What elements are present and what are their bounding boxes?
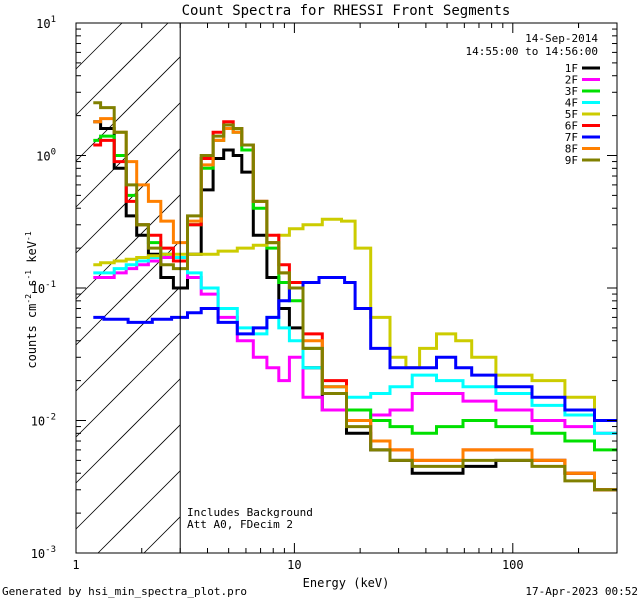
- attenuator-hatch-region: [75, 22, 181, 554]
- hatch-line: [75, 56, 181, 162]
- hatch-line: [97, 470, 181, 554]
- hatch-line: [75, 378, 181, 484]
- y-tick-label: 100: [36, 148, 56, 164]
- series-line-5F: [93, 217, 617, 422]
- legend-label-7F: 7F: [565, 131, 578, 144]
- x-tick-label: 10: [287, 558, 301, 572]
- chart-title: Count Spectra for RHESSI Front Segments: [182, 3, 511, 19]
- x-tick-label: 100: [502, 558, 524, 572]
- x-tick-label: 1: [72, 558, 79, 572]
- hatch-line: [75, 194, 181, 300]
- y-tick-label: 10-2: [31, 413, 56, 429]
- series-layer: [93, 101, 617, 492]
- hatch-line: [75, 286, 181, 392]
- axis-ticks: 1 10 100 10-3 10-2 10-1 100 101: [31, 15, 618, 572]
- legend-label-5F: 5F: [565, 108, 578, 121]
- legend-label-2F: 2F: [565, 74, 578, 87]
- series-line-7F: [93, 276, 617, 422]
- y-label-exp: -1: [24, 270, 33, 280]
- y-label-exp: -1: [24, 231, 33, 241]
- hatch-line: [75, 22, 169, 116]
- annotation-background: Includes Background: [187, 506, 313, 519]
- hatch-line: [75, 102, 181, 208]
- legend-label-6F: 6F: [565, 120, 578, 133]
- footer-generated-by: Generated by hsi_min_spectra_plot.pro: [2, 585, 248, 598]
- hatch-line: [75, 332, 181, 438]
- legend-label-1F: 1F: [565, 62, 578, 75]
- x-axis-label: Energy (keV): [303, 576, 390, 590]
- date-label: 14-Sep-2014: [525, 32, 598, 45]
- hatch-line: [143, 516, 181, 554]
- y-tick-label: 101: [36, 15, 56, 31]
- legend-label-4F: 4F: [565, 97, 578, 110]
- y-axis-label: counts cm-2 s-1 keV-1: [24, 231, 39, 368]
- y-label-part: keV: [25, 241, 39, 270]
- legend-label-3F: 3F: [565, 85, 578, 98]
- hatch-line: [75, 424, 181, 530]
- footer-timestamp: 17-Apr-2023 00:52: [525, 585, 638, 598]
- y-tick-label: 10-3: [31, 545, 56, 561]
- legend-label-9F: 9F: [565, 154, 578, 167]
- hatch-line: [75, 22, 123, 70]
- time-range-label: 14:55:00 to 14:56:00: [466, 45, 598, 58]
- y-label-part: s: [25, 280, 39, 294]
- legend-label-8F: 8F: [565, 143, 578, 156]
- plot-frame: [75, 22, 618, 554]
- y-label-part: counts cm: [25, 304, 39, 369]
- y-tick-label: 10-1: [31, 280, 56, 296]
- series-line-9F: [93, 101, 617, 492]
- annotation-attenuator: Att A0, FDecim 2: [187, 518, 293, 531]
- y-label-exp: -2: [24, 294, 33, 304]
